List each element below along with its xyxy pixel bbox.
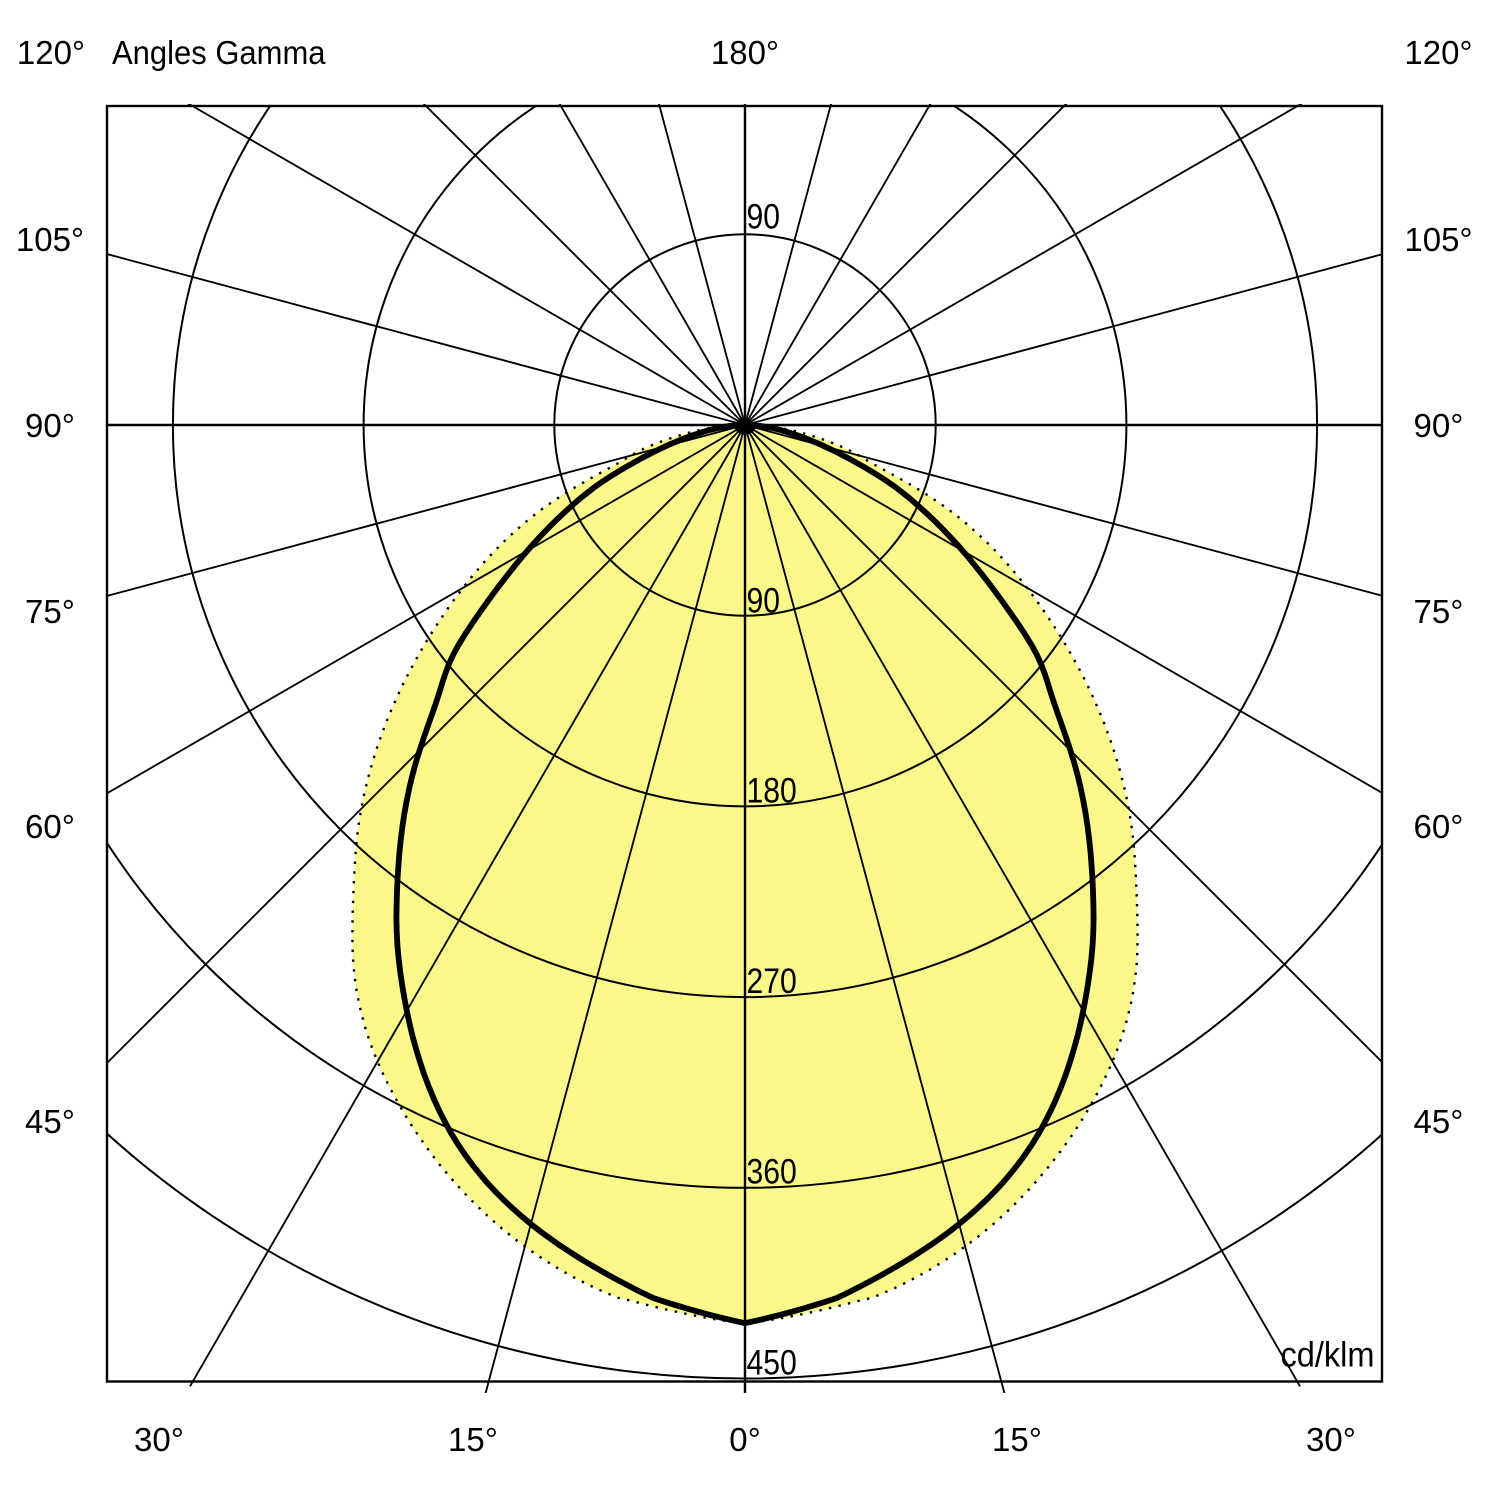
svg-text:120°: 120° xyxy=(17,34,85,71)
svg-text:45°: 45° xyxy=(25,1103,75,1140)
svg-text:cd/klm: cd/klm xyxy=(1281,1336,1375,1375)
svg-text:450: 450 xyxy=(747,1344,797,1383)
svg-text:60°: 60° xyxy=(25,808,75,845)
svg-text:90°: 90° xyxy=(25,407,75,444)
svg-text:30°: 30° xyxy=(134,1421,184,1458)
svg-text:45°: 45° xyxy=(1414,1103,1464,1140)
svg-text:30°: 30° xyxy=(1306,1421,1356,1458)
svg-text:180°: 180° xyxy=(711,34,779,71)
svg-text:90: 90 xyxy=(747,198,781,237)
svg-text:120°: 120° xyxy=(1404,34,1472,71)
svg-text:270: 270 xyxy=(747,962,797,1001)
svg-text:105°: 105° xyxy=(1404,221,1472,258)
svg-text:90°: 90° xyxy=(1414,407,1464,444)
svg-text:Angles Gamma: Angles Gamma xyxy=(112,34,326,71)
svg-text:15°: 15° xyxy=(448,1421,498,1458)
svg-text:360: 360 xyxy=(747,1153,797,1192)
svg-text:90: 90 xyxy=(747,582,781,621)
svg-text:180: 180 xyxy=(747,772,797,811)
svg-text:0°: 0° xyxy=(729,1421,761,1458)
svg-text:75°: 75° xyxy=(25,593,75,630)
svg-text:75°: 75° xyxy=(1414,593,1464,630)
svg-text:60°: 60° xyxy=(1414,808,1464,845)
svg-text:105°: 105° xyxy=(16,221,84,258)
svg-text:15°: 15° xyxy=(992,1421,1042,1458)
